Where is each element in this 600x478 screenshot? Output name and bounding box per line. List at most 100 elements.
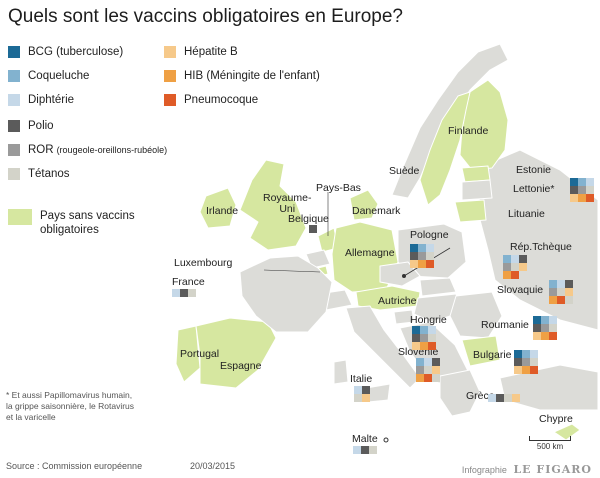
leader-line-luxembourg — [263, 269, 321, 273]
country-label-belgique: Belgique — [288, 213, 329, 225]
country-shape-italie — [333, 305, 421, 403]
vaccine-cell-ror — [541, 324, 549, 332]
country-shape-portugal — [175, 325, 201, 383]
vaccine-cell-diphterie — [424, 358, 432, 366]
country-label-rep-tcheque: Rép.Tchèque — [510, 241, 572, 253]
vaccine-cell-diphterie — [353, 446, 361, 454]
vaccine-cell-bcg — [412, 326, 420, 334]
vaccine-cell-polio — [361, 446, 369, 454]
vaccine-cell-diphterie — [586, 178, 594, 186]
legend-swatch-tetanos — [8, 168, 20, 180]
vaccine-cell-hib — [578, 194, 586, 202]
scale-bar: 500 km — [529, 436, 571, 451]
brand-infographie: Infographie — [461, 465, 507, 475]
country-label-royaume-uni: Royaume- Uni — [263, 193, 311, 215]
legend-swatch-polio — [8, 120, 20, 132]
vaccine-cell-diphterie — [426, 244, 434, 252]
legend-label-sans-vaccins-1: Pays sans vaccins — [40, 210, 135, 222]
country-shape-estonie — [461, 165, 491, 183]
vaccine-cell-tetanos — [188, 289, 196, 297]
legend-item-tetanos: Tétanos — [8, 168, 70, 180]
vaccine-cell-polio — [180, 289, 188, 297]
vaccine-cell-hepatite_b — [514, 366, 522, 374]
vaccine-cell-bcg — [410, 244, 418, 252]
country-label-suede: Suède — [389, 165, 420, 177]
vaccine-cell-pneumocoque — [557, 296, 565, 304]
vaccine-cell-tetanos — [369, 446, 377, 454]
vaccine-cell-tetanos — [557, 288, 565, 296]
vaccine-cell-polio — [412, 334, 420, 342]
vaccine-cell-hib — [549, 296, 557, 304]
country-shape-danemark — [349, 189, 379, 221]
vaccine-cell-tetanos — [428, 334, 436, 342]
vaccine-cell-pneumocoque — [586, 194, 594, 202]
country-shape-royaume-uni — [239, 159, 307, 251]
legend-item-bcg: BCG (tuberculose) — [8, 46, 123, 58]
vaccine-grid-italie — [354, 386, 370, 402]
legend-swatch-hib — [164, 70, 176, 82]
legend-swatch-hepatite-b — [164, 46, 176, 58]
brand-logo-figaro: LE FIGARO — [513, 463, 592, 476]
country-label-slovenie: Slovénie — [398, 346, 439, 358]
country-label-chypre: Chypre — [539, 413, 573, 425]
vaccine-cell-ror — [522, 358, 530, 366]
vaccine-cell-coqueluche — [418, 244, 426, 252]
vaccine-grid-grece — [488, 394, 520, 402]
country-label-pays-bas: Pays-Bas — [316, 182, 361, 194]
vaccine-cell-pneumocoque — [511, 271, 519, 279]
vaccine-cell-hepatite_b — [410, 260, 418, 268]
vaccine-cell-hepatite_b — [570, 194, 578, 202]
vaccine-cell-hib — [416, 374, 424, 382]
vaccine-grid-lettonie — [570, 178, 594, 202]
vaccine-cell-coqueluche — [416, 358, 424, 366]
vaccine-cell-diphterie — [557, 280, 565, 288]
country-label-malte: Malte — [352, 433, 378, 445]
legend-swatch-diphterie — [8, 94, 20, 106]
vaccine-cell-coqueluche — [549, 280, 557, 288]
legend-swatch-ror — [8, 144, 20, 156]
vaccine-cell-hepatite_b — [362, 394, 370, 402]
country-shape-rep-tcheque — [379, 261, 421, 287]
legend-label-ror-detail: (rougeole-oreillons-rubéole) — [56, 145, 168, 155]
footnote: * Et aussi Papillomavirus humain, la gri… — [6, 390, 134, 423]
country-label-royaume-uni-2: Uni — [279, 203, 296, 215]
vaccine-grid-bulgarie — [514, 350, 538, 374]
legend-swatch-coqueluche — [8, 70, 20, 82]
vaccine-cell-polio — [519, 255, 527, 263]
vaccine-grid-pologne — [410, 244, 434, 268]
country-shape-espagne — [195, 317, 277, 389]
country-label-slovaquie: Slovaquie — [497, 284, 544, 296]
legend-label-coqueluche: Coqueluche — [28, 70, 90, 82]
legend-label-pneumocoque: Pneumocoque — [184, 94, 259, 106]
legend-swatch-bcg — [8, 46, 20, 58]
vaccine-cell-ror — [420, 334, 428, 342]
legend-item-pneumocoque: Pneumocoque — [164, 94, 258, 106]
country-label-pologne: Pologne — [410, 229, 449, 241]
source-text: Source : Commission européenne — [6, 461, 143, 471]
country-label-italie: Italie — [350, 373, 373, 385]
vaccine-cell-tetanos — [424, 366, 432, 374]
vaccine-cell-bcg — [533, 316, 541, 324]
country-shape-bulgarie — [461, 335, 501, 367]
vaccine-cell-tetanos — [504, 394, 512, 402]
legend-item-coqueluche: Coqueluche — [8, 70, 89, 82]
vaccine-grid-malte — [353, 446, 377, 454]
vaccine-grid-roumanie — [533, 316, 557, 340]
vaccine-cell-polio — [432, 358, 440, 366]
vaccine-cell-ror — [416, 366, 424, 374]
vaccine-cell-polio — [309, 225, 317, 233]
vaccine-cell-hepatite_b — [533, 332, 541, 340]
vaccine-cell-hepatite_b — [565, 288, 573, 296]
legend-item-ror: ROR (rougeole-oreillons-rubéole) — [8, 144, 167, 156]
vaccine-cell-hepatite_b — [512, 394, 520, 402]
vaccine-cell-diphterie — [354, 386, 362, 394]
vaccine-cell-diphterie — [172, 289, 180, 297]
date-text: 20/03/2015 — [190, 461, 236, 471]
legend-swatch-pneumocoque — [164, 94, 176, 106]
vaccine-cell-ror — [578, 186, 586, 194]
footnote-line-3: et la varicelle — [6, 412, 56, 422]
vaccine-cell-tetanos — [586, 186, 594, 194]
vaccine-cell-hib — [420, 342, 428, 350]
country-label-grece: Grèce — [466, 390, 495, 402]
vaccine-cell-pneumocoque — [424, 374, 432, 382]
